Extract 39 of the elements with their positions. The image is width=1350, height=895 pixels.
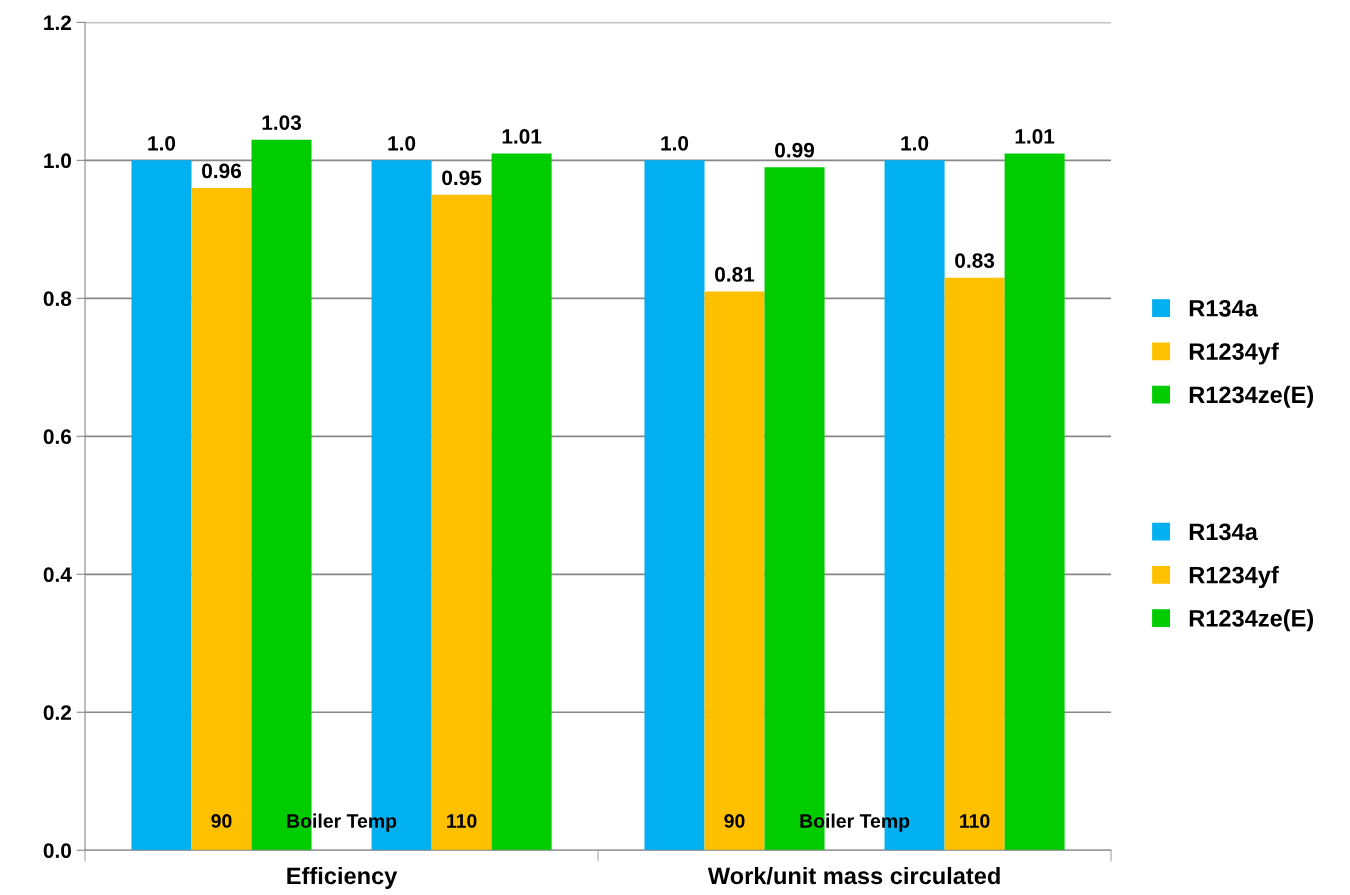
y-tick-label: 0.6 (43, 429, 72, 445)
bar (944, 277, 1005, 851)
legend-label: R134a (1189, 299, 1258, 317)
data-label: 0.81 (715, 267, 755, 282)
data-label: 1.0 (388, 135, 416, 151)
bar (704, 291, 765, 851)
y-tick-label: 1.2 (44, 15, 72, 30)
data-label: 1.0 (901, 135, 929, 151)
data-label: 0.83 (955, 253, 995, 268)
y-tick-label: 0.8 (43, 291, 72, 307)
annotation: 110 (447, 814, 477, 828)
data-label: 1.01 (1015, 129, 1055, 144)
annotation: 110 (960, 814, 990, 828)
y-tick-label: 0.2 (43, 705, 72, 721)
annotation: 90 (211, 814, 232, 828)
bar (131, 160, 192, 851)
bar (191, 187, 252, 851)
y-tick-label: 0.4 (43, 567, 72, 583)
bar (1004, 153, 1065, 851)
legend-label: R1234yf (1189, 566, 1279, 589)
annotation: 90 (724, 814, 745, 828)
legend-label: R1234ze(E) (1189, 609, 1314, 632)
y-tick-label: 1.0 (44, 153, 71, 169)
x-tick-label: Work/unit mass circulated (707, 866, 1000, 885)
data-label: 0.96 (202, 163, 242, 179)
bar (644, 160, 705, 851)
legend-label: R134a (1189, 523, 1258, 541)
bar (491, 153, 552, 851)
data-label: 0.99 (775, 142, 815, 158)
y-tick-label: 0.0 (43, 843, 71, 858)
data-label: 1.0 (148, 135, 176, 151)
data-label: 0.95 (442, 170, 482, 186)
data-label: 1.01 (502, 129, 542, 144)
legend-label: R1234yf (1189, 342, 1279, 365)
x-tick-label: Efficiency (287, 866, 398, 889)
bar (431, 194, 492, 851)
data-label: 1.03 (262, 115, 302, 131)
legend-label: R1234ze(E) (1189, 385, 1314, 408)
data-label: 1.0 (661, 135, 689, 151)
